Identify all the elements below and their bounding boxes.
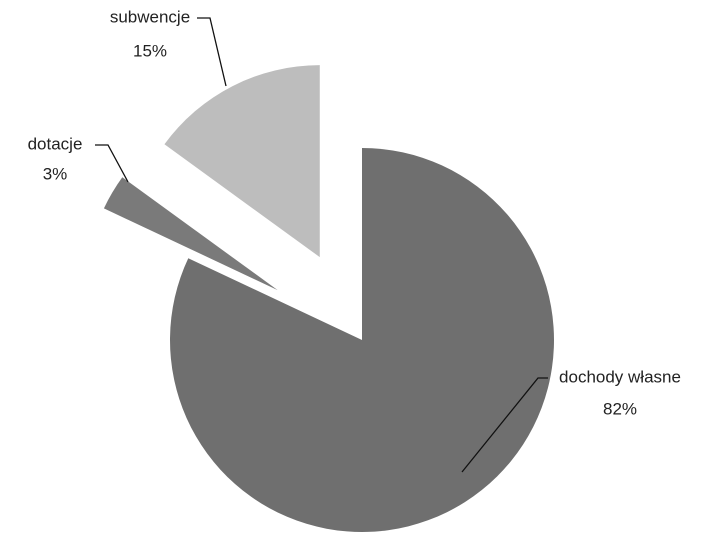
slice-label: dotacje	[28, 134, 83, 153]
leader-line	[197, 17, 227, 87]
slice-value-label: 82%	[603, 399, 637, 418]
slice-label: subwencje	[110, 7, 190, 26]
slice-value-label: 3%	[43, 164, 68, 183]
slice-label: dochody własne	[559, 367, 681, 386]
leader-line	[95, 144, 129, 183]
pie-slice	[164, 65, 320, 258]
pie-slice	[169, 148, 554, 532]
leader-line	[461, 377, 548, 473]
slice-value-label: 15%	[133, 41, 167, 60]
pie-slice	[103, 177, 278, 291]
